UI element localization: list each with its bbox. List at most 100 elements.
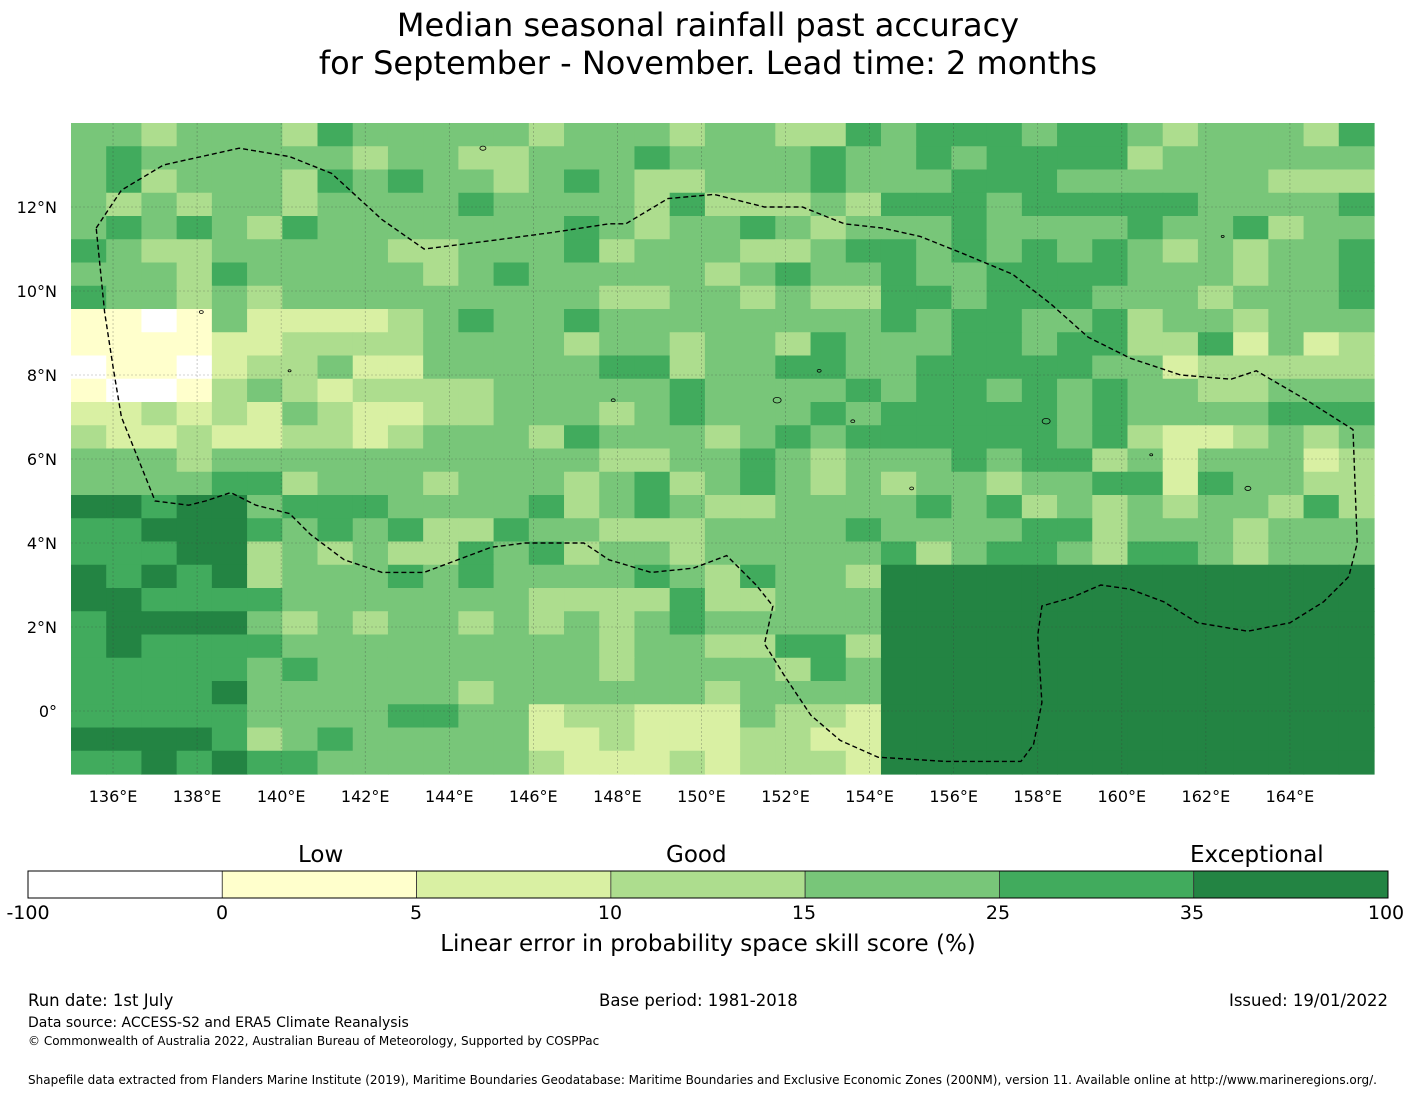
skill-cell [599,355,636,380]
skill-cell [599,495,636,519]
skill-cell [599,262,636,287]
skill-cell [916,564,953,589]
skill-cell [599,588,636,612]
skill-cell [176,727,213,752]
skill-cell [775,448,812,473]
skill-cell [1197,588,1234,612]
skill-cell [845,216,882,240]
skill-cell [106,588,143,612]
skill-cell [176,495,213,519]
skill-cell [176,355,213,380]
skill-cell [423,634,459,659]
skill-cell [1338,146,1375,171]
skill-cell [1268,495,1305,519]
skill-cell [564,518,600,543]
skill-cell [775,611,812,636]
skill-cell [1127,262,1164,287]
skill-cell [1197,262,1234,287]
skill-cell [986,285,1023,310]
skill-cell [176,448,213,473]
skill-cell [1303,169,1340,194]
skill-cell [916,169,953,194]
skill-cell [458,378,495,403]
skill-cell [669,541,706,566]
skill-cell [916,471,953,496]
skill-cell [704,192,741,217]
skill-cell [352,285,389,310]
skill-cell [740,332,776,357]
latitude-label: 6°N [27,450,57,469]
skill-cell [176,564,213,589]
skill-cell [1127,169,1164,194]
skill-cell [599,285,636,310]
skill-cell [528,378,565,403]
skill-cell [564,262,600,287]
skill-cell [810,262,847,287]
skill-cell [1303,146,1340,171]
skill-cell [141,704,178,729]
skill-cell [1127,123,1164,147]
skill-cell [71,192,107,217]
skill-cell [669,681,706,705]
skill-cell [1197,518,1234,543]
skill-cell [387,332,424,357]
skill-cell [775,355,812,380]
skill-cell [1162,425,1199,450]
skill-cell [176,657,213,682]
skill-cell [1268,285,1305,310]
skill-cell [1057,611,1093,636]
skill-cell [810,239,847,264]
skill-cell [528,471,565,496]
skill-cell [1162,471,1199,496]
skill-cell [1162,285,1199,310]
longitude-label: 142°E [341,787,390,806]
skill-cell [1338,378,1375,403]
skill-cell [423,123,459,147]
skill-cell [1268,402,1305,426]
skill-cell [211,750,248,775]
skill-cell [1021,448,1058,473]
skill-cell [141,588,178,612]
longitude-label: 158°E [1013,787,1062,806]
skill-cell [669,564,706,589]
skill-cell [458,425,495,450]
skill-cell [423,750,459,775]
skill-cell [352,309,389,333]
skill-cell [1127,146,1164,171]
skill-cell [775,262,812,287]
skill-cell [211,425,248,450]
skill-cell [317,425,354,450]
skill-cell [564,564,600,589]
skill-cell [1162,750,1199,775]
skill-cell [740,681,776,705]
skill-cell [1092,727,1129,752]
skill-cell [493,518,530,543]
skill-cell [1127,448,1164,473]
skill-cell [176,378,213,403]
skill-cell [1233,425,1269,450]
skill-cell [951,611,988,636]
skill-cell [1233,402,1269,426]
skill-cell [564,378,600,403]
skill-cell [106,262,143,287]
skill-cell [916,355,953,380]
skill-cell [634,495,671,519]
skill-cell [71,704,107,729]
skill-cell [423,564,459,589]
skill-cell [775,192,812,217]
skill-cell [775,634,812,659]
skill-cell [1303,309,1340,333]
skill-cell [775,564,812,589]
skill-cell [669,471,706,496]
skill-cell [1303,262,1340,287]
skill-cell [880,727,917,752]
skill-cell [458,750,495,775]
skill-cell [916,123,953,147]
skill-cell [1233,727,1269,752]
skill-cell [669,378,706,403]
skill-cell [845,564,882,589]
skill-cell [1268,192,1305,217]
skill-cell [423,402,459,426]
skill-cell [1162,564,1199,589]
skill-cell [599,402,636,426]
